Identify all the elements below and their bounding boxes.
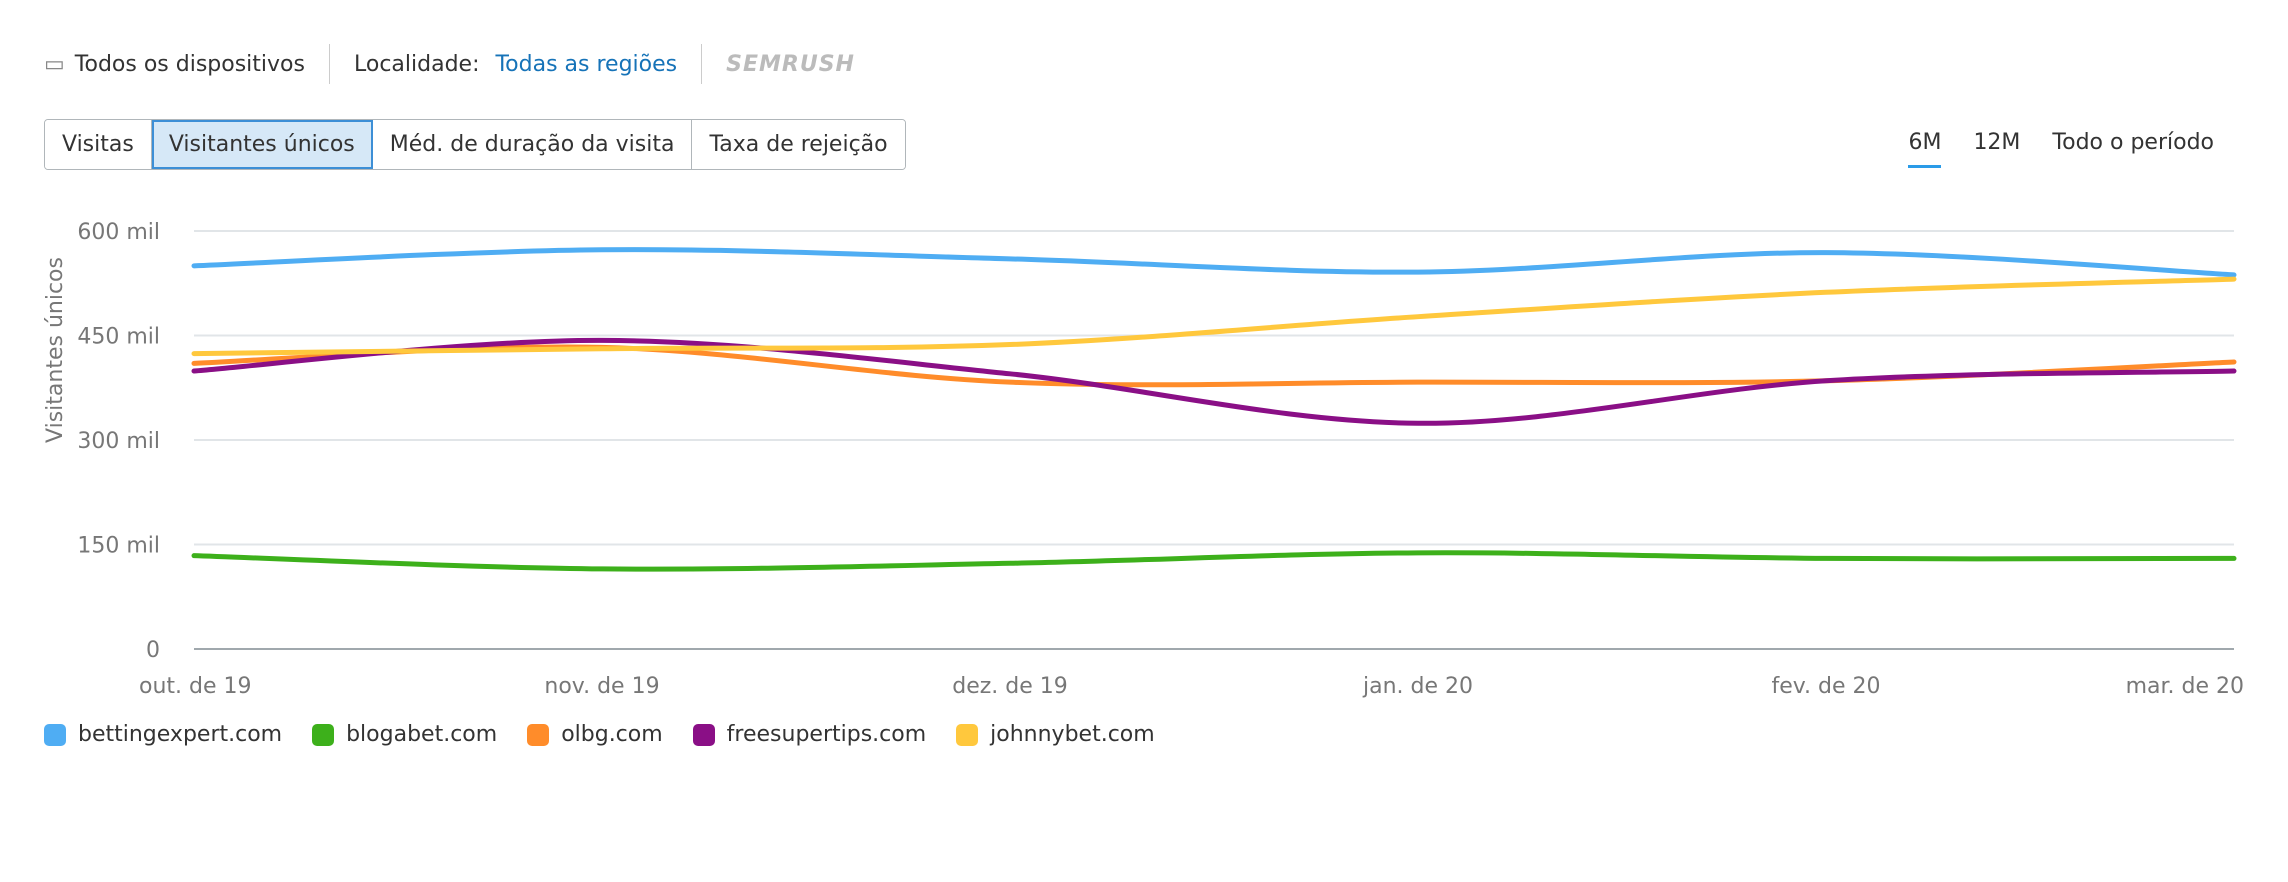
legend-swatch (527, 723, 550, 746)
legend-label: bettingexpert.com (78, 722, 283, 747)
legend: bettingexpert.com blogabet.com olbg.com … (44, 722, 1155, 747)
line-chart: 0 150 mil 300 mil 450 mil 600 mil out. de 19 n… (43, 220, 2244, 699)
period-6m[interactable]: 6M (1908, 130, 1942, 168)
series-line-freesupertips-com (191, 337, 2237, 426)
divider (328, 44, 330, 84)
y-tick-label: 450 mil (77, 325, 160, 350)
legend-item[interactable]: olbg.com (527, 722, 663, 747)
period-selector: 6M 12M Todo o período (1908, 130, 2214, 168)
location-label: Localidade: (353, 51, 480, 77)
tab-visitas[interactable]: Visitas (45, 120, 152, 169)
series-line-bettingexpert-com (191, 247, 2237, 278)
x-tick-label: dez. de 19 (952, 674, 1068, 699)
x-tick-label: nov. de 19 (544, 674, 659, 699)
x-tick-label: fev. de 20 (1771, 674, 1880, 699)
y-tick-label: 0 (146, 638, 160, 663)
legend-item[interactable]: freesupertips.com (692, 722, 927, 747)
devices-filter[interactable]: Todos os dispositivos (74, 51, 305, 77)
divider (701, 44, 703, 84)
legend-swatch (692, 723, 715, 746)
legend-swatch (312, 723, 335, 746)
y-axis-label: Visitantes únicos (43, 257, 68, 443)
legend-swatch (44, 723, 66, 746)
period-12m[interactable]: 12M (1973, 130, 2021, 155)
y-tick-label: 600 mil (77, 220, 160, 245)
tab-duracao[interactable]: Méd. de duração da visita (372, 120, 693, 169)
tab-rejeicao[interactable]: Taxa de rejeição (692, 120, 905, 169)
x-tick-label: mar. de 20 (2126, 674, 2244, 699)
location-filter[interactable]: Todas as regiões (495, 51, 678, 77)
legend-label: johnnybet.com (990, 722, 1155, 747)
filter-bar: ▭ Todos os dispositivos Localidade: Toda… (44, 44, 855, 84)
semrush-logo: SEMRUSH (726, 51, 855, 77)
x-tick-label: jan. de 20 (1362, 674, 1473, 699)
series-line-olbg-com (191, 344, 2237, 388)
y-tick-label: 300 mil (77, 429, 160, 454)
devices-icon: ▭ (44, 51, 65, 77)
legend-label: freesupertips.com (726, 722, 927, 747)
y-tick-label: 150 mil (77, 534, 160, 559)
legend-label: blogabet.com (346, 722, 498, 747)
legend-label: olbg.com (561, 722, 663, 747)
legend-item[interactable]: blogabet.com (312, 722, 497, 747)
tab-visitantes-unicos[interactable]: Visitantes únicos (151, 120, 373, 169)
series-line-blogabet-com (191, 550, 2237, 572)
legend-item[interactable]: bettingexpert.com (44, 722, 282, 747)
series-line-johnnybet-com (191, 276, 2237, 357)
legend-item[interactable]: johnnybet.com (956, 722, 1155, 747)
period-all[interactable]: Todo o período (2052, 130, 2214, 155)
legend-swatch (956, 723, 979, 746)
x-tick-label: out. de 19 (139, 674, 252, 699)
metric-tabs: Visitas Visitantes únicos Méd. de duraçã… (44, 119, 906, 170)
